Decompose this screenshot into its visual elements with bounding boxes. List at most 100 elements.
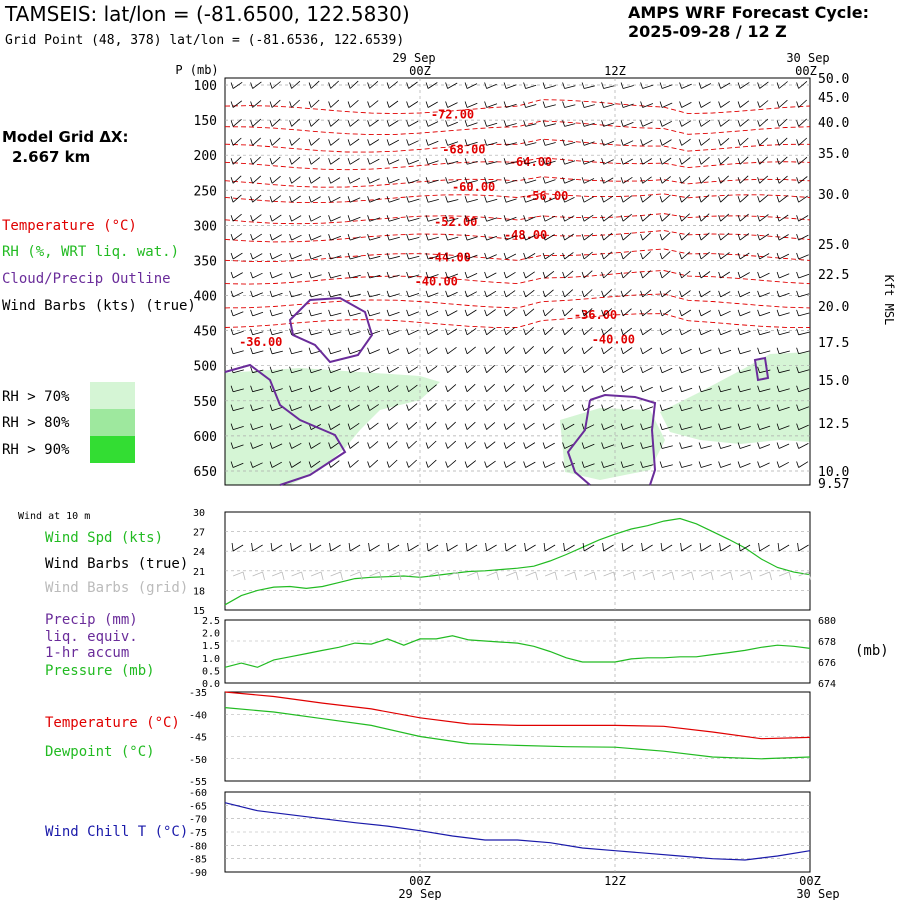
wind-barb <box>308 157 321 165</box>
wind-barb <box>620 195 633 203</box>
wind-barb <box>796 328 810 336</box>
wind-barb-grid <box>349 571 363 581</box>
wind-barb <box>406 196 420 203</box>
wind-barb <box>542 252 555 260</box>
wind-barb <box>503 403 515 411</box>
wind-barb-grid <box>525 571 538 581</box>
wind-barb <box>308 80 320 89</box>
wind-barb <box>386 215 400 222</box>
wind-barb <box>659 139 672 146</box>
wind-barb <box>367 290 381 298</box>
wind-barb <box>464 252 478 260</box>
legend-rh: RH (%, WRT liq. wat.) <box>2 244 180 260</box>
wind-barb <box>737 423 751 430</box>
height-axis-label: Kft MSL <box>882 275 896 326</box>
wind-barb <box>542 384 554 393</box>
wind-barb <box>601 289 612 298</box>
wind-barb <box>484 233 498 241</box>
wind-barb <box>523 139 537 146</box>
isotherm-label: -40.00 <box>415 275 458 289</box>
wind-barb <box>757 271 770 279</box>
wind-barb <box>269 328 283 336</box>
wind-barb <box>230 404 244 411</box>
wind-barb <box>328 385 341 393</box>
wind-barb <box>406 252 420 260</box>
wind-barb <box>484 82 497 89</box>
height-tick-label: 10.0 <box>818 465 849 480</box>
wind-barb <box>425 459 437 468</box>
isotherm-label: -40.00 <box>592 333 635 347</box>
wind-barb <box>737 175 749 184</box>
isotherm-label: -48.00 <box>504 228 547 242</box>
wind-barb <box>601 139 614 146</box>
wind-barb <box>503 101 517 108</box>
wind-barb <box>737 156 749 165</box>
wind-barb <box>406 440 417 449</box>
wind-barb <box>698 232 710 241</box>
isotherm-layer <box>224 99 811 328</box>
wind-barb <box>289 461 302 468</box>
wind-barb <box>367 158 380 165</box>
wind-barb <box>796 195 808 203</box>
wind-barb <box>698 290 711 298</box>
wind-barb <box>523 442 536 449</box>
isotherm-label: -68.00 <box>442 143 485 157</box>
wind-barb <box>601 195 614 203</box>
wind-barb <box>776 366 790 374</box>
wind-barb <box>679 213 690 222</box>
wind-barb <box>406 158 419 165</box>
wind-barb-grid <box>661 571 675 581</box>
wind-barb <box>737 461 751 468</box>
wind-barb-layer <box>230 80 810 468</box>
bottom-time-00z: 00Z <box>409 874 431 888</box>
legend-dewpoint-series: Dewpoint (°C) <box>45 744 155 760</box>
wind-barb <box>620 270 632 279</box>
wind-barb <box>542 215 556 222</box>
wind-barb <box>308 460 321 468</box>
wind-barb <box>269 137 281 146</box>
wind-barb <box>659 270 671 279</box>
wind-barb <box>308 290 322 298</box>
wind-barb <box>757 404 771 411</box>
dewpoint-line <box>224 707 811 760</box>
cloud-outline <box>224 363 347 486</box>
wind-barb <box>562 158 576 165</box>
wind-barb <box>503 327 515 336</box>
wind-barb <box>289 290 303 298</box>
wind-barb <box>367 233 381 241</box>
wind-barb-true <box>309 542 322 552</box>
wind-chill-line <box>224 802 811 861</box>
wind-barb <box>523 196 537 203</box>
wind-barb <box>581 251 593 260</box>
rh-fill-layer <box>225 352 810 485</box>
cross-section-frame <box>224 77 811 486</box>
bottom-time-12z: 12Z <box>604 874 626 888</box>
wind-barb <box>347 158 360 165</box>
wind-barb <box>562 289 574 298</box>
cloud-outline <box>566 393 657 486</box>
wind-barb <box>542 233 555 241</box>
wind-barb <box>406 81 418 89</box>
isotherm-line <box>224 213 811 225</box>
wind-barb <box>347 138 360 146</box>
wind-barb <box>796 442 809 449</box>
legend-wind-speed: Wind Spd (kts) <box>45 530 163 546</box>
wind-barb <box>679 232 690 241</box>
wind-barb <box>581 139 595 146</box>
wind-barb <box>601 214 613 222</box>
forecast-cycle-value: 2025-09-28 / 12 Z <box>628 22 787 41</box>
wind-barb <box>425 139 439 146</box>
wind-barb <box>698 82 712 89</box>
wind-barb <box>640 101 654 108</box>
wind-barb <box>289 215 302 222</box>
wind-barb-true <box>290 542 302 552</box>
wind-barb <box>406 347 419 355</box>
wind-barb <box>425 328 438 336</box>
wind-barb <box>308 137 320 146</box>
wind-barb <box>328 215 341 222</box>
wind-barb <box>328 196 341 203</box>
wind-barb <box>659 213 671 222</box>
legend-temperature-series: Temperature (°C) <box>45 715 180 731</box>
wind-barb <box>659 461 673 468</box>
